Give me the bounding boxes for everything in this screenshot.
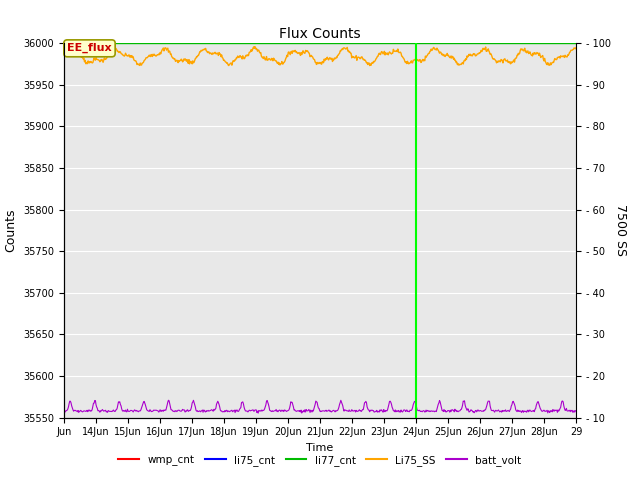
X-axis label: Time: Time <box>307 443 333 453</box>
Title: Flux Counts: Flux Counts <box>279 27 361 41</box>
Text: EE_flux: EE_flux <box>67 43 112 53</box>
Y-axis label: 7500 SS: 7500 SS <box>614 204 627 256</box>
Legend: wmp_cnt, li75_cnt, li77_cnt, Li75_SS, batt_volt: wmp_cnt, li75_cnt, li77_cnt, Li75_SS, ba… <box>115 451 525 470</box>
Y-axis label: Counts: Counts <box>4 209 18 252</box>
